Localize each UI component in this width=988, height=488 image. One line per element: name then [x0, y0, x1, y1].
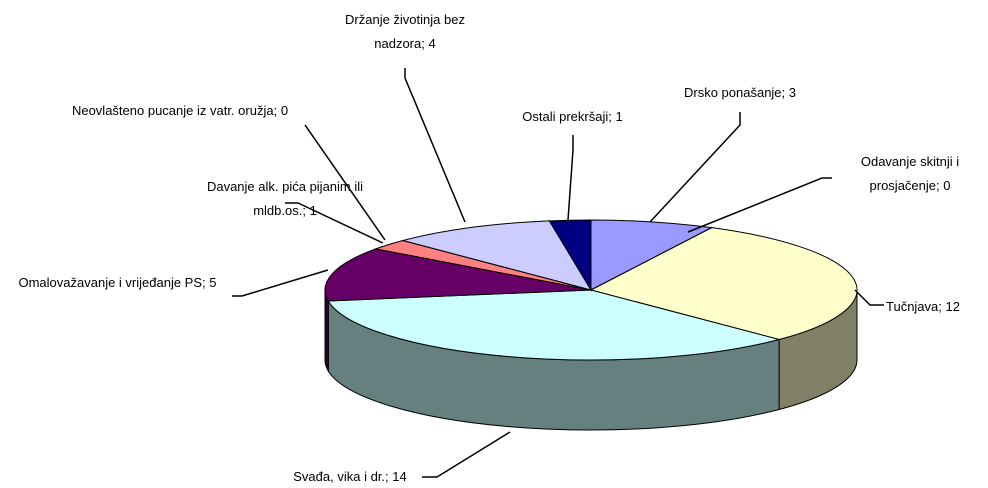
value-label: 0 — [943, 178, 951, 193]
slice-label: Omalovažavanje i vrijeđanje PS; 5 — [5, 271, 230, 295]
value-label: 14 — [392, 469, 407, 484]
slice-label: Drsko ponašanje; 3 — [660, 81, 820, 105]
category-name: Neovlašteno pucanje iz vatr. oružja — [71, 103, 274, 118]
slice-label: Neovlašteno pucanje iz vatr. oružja; 0 — [65, 99, 295, 123]
value-label: 4 — [428, 36, 436, 51]
pie-slice — [327, 289, 782, 361]
category-name: Odavanje skitnji i prosjačenje — [860, 154, 960, 193]
leader-line — [854, 289, 884, 306]
slice-label: Držanje životinja bez nadzora; 4 — [315, 8, 495, 56]
pie-side — [324, 289, 329, 373]
category-name: Držanje životinja bez nadzora — [345, 12, 465, 51]
pie-slice — [400, 220, 593, 291]
label-separator: ; — [273, 103, 281, 118]
slice-label: Ostali prekršaji; 1 — [500, 105, 645, 129]
leader-line — [404, 68, 466, 223]
category-name: Tučnjava — [886, 299, 939, 314]
value-label: 1 — [615, 109, 623, 124]
label-separator: ; — [385, 469, 393, 484]
category-name: Davanje alk. pića pijanim ili mldb.os. — [206, 179, 364, 218]
category-name: Svađa, vika i dr. — [293, 469, 386, 484]
leader-line — [649, 112, 741, 223]
leader-line — [422, 431, 511, 478]
label-separator: ; — [202, 275, 210, 290]
value-label: 5 — [209, 275, 217, 290]
slice-label: Odavanje skitnji i prosjačenje; 0 — [845, 150, 975, 198]
slice-label: Tučnjava; 12 — [886, 295, 986, 319]
label-separator: ; — [781, 85, 789, 100]
label-separator: ; — [421, 36, 429, 51]
pie-slice — [590, 219, 714, 291]
leader-line — [232, 269, 329, 297]
pie-slice — [589, 227, 858, 341]
label-separator: ; — [936, 178, 944, 193]
category-name: Omalovažavanje i vrijeđanje PS — [18, 275, 203, 290]
leader-line — [567, 135, 574, 221]
leader-line — [687, 177, 832, 233]
label-separator: ; — [938, 299, 946, 314]
category-name: Drsko ponašanje — [683, 85, 782, 100]
label-separator: ; — [302, 203, 310, 218]
leader-line — [285, 202, 384, 244]
label-separator: ; — [608, 109, 616, 124]
value-label: 12 — [945, 299, 960, 314]
slice-label: Davanje alk. pića pijanim ili mldb.os.; … — [185, 175, 385, 223]
value-label: 1 — [309, 203, 317, 218]
category-name: Ostali prekršaji — [522, 109, 609, 124]
value-label: 0 — [280, 103, 289, 118]
value-label: 3 — [788, 85, 797, 100]
pie-slice — [324, 248, 592, 302]
leader-line — [304, 124, 386, 241]
pie-slice — [548, 219, 592, 292]
slice-label: Svađa, vika i dr.; 14 — [270, 465, 430, 488]
